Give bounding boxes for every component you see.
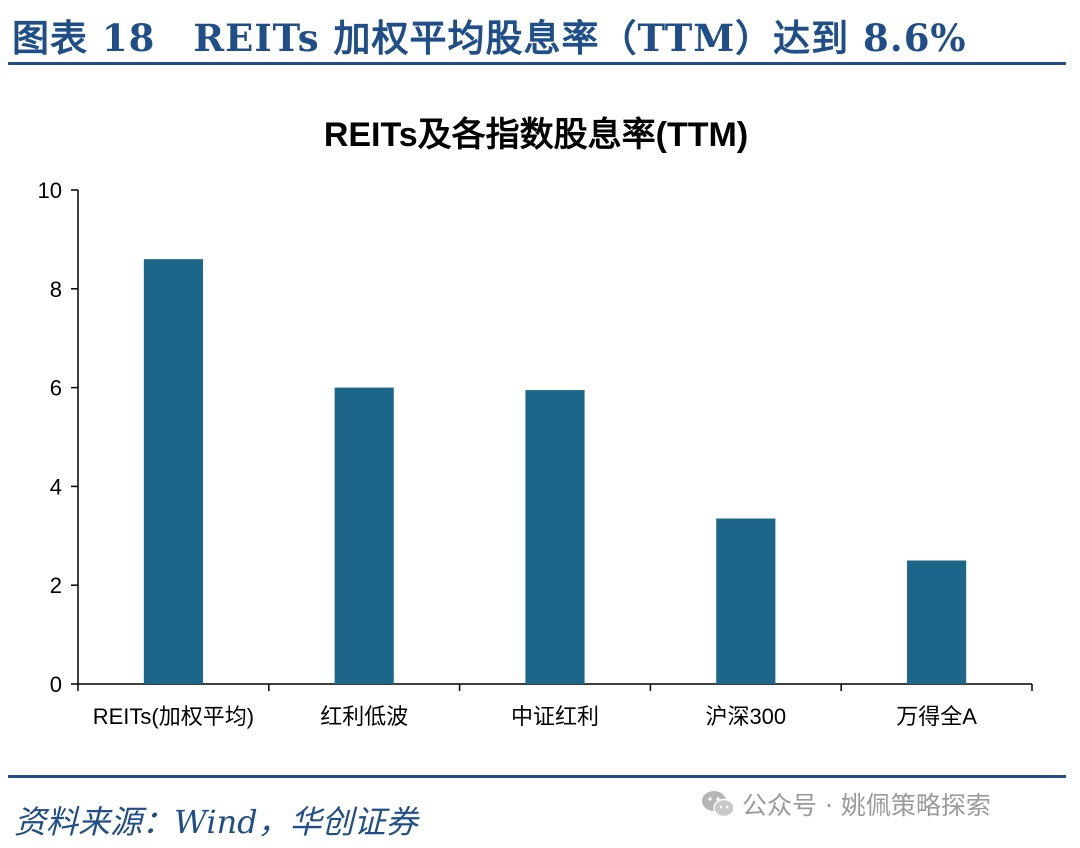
- chart-title: REITs及各指数股息率(TTM): [324, 115, 748, 154]
- bar-0: [143, 259, 203, 684]
- x-tick-label: 沪深300: [705, 704, 786, 729]
- source-note: 资料来源：Wind，华创证券: [14, 803, 418, 841]
- wechat-icon: [702, 791, 735, 818]
- y-tick-label: 6: [50, 376, 62, 401]
- x-tick-label: REITs(加权平均): [93, 704, 254, 729]
- y-tick-label: 10: [38, 178, 62, 203]
- y-tick-label: 2: [50, 573, 62, 598]
- y-tick-label: 0: [50, 672, 62, 697]
- bar-4: [907, 560, 967, 684]
- watermark: 公众号 · 姚佩策略探索: [700, 786, 991, 822]
- bar-2: [525, 390, 585, 684]
- x-tick-label: 万得全A: [896, 704, 977, 729]
- y-tick-label: 4: [50, 474, 62, 499]
- bar-chart: REITs及各指数股息率(TTM) 0 2 4 6 8 10 REITs(加权平均) 红利低…: [38, 115, 1033, 729]
- header-divider: [8, 62, 1066, 65]
- x-tick-label: 红利低波: [320, 704, 408, 729]
- bar-3: [716, 518, 776, 684]
- y-axis: 0 2 4 6 8 10: [38, 178, 79, 697]
- bars: [143, 259, 967, 684]
- footer-divider: [8, 775, 1066, 778]
- bar-1: [334, 387, 394, 684]
- y-tick-label: 8: [50, 277, 62, 302]
- x-tick-label: 中证红利: [511, 704, 599, 729]
- watermark-text: 公众号 · 姚佩策略探索: [742, 791, 991, 820]
- page-title: 图表 18 REITs 加权平均股息率（TTM）达到 8.6%: [12, 16, 967, 60]
- x-axis: REITs(加权平均) 红利低波 中证红利 沪深300 万得全A: [77, 683, 1033, 729]
